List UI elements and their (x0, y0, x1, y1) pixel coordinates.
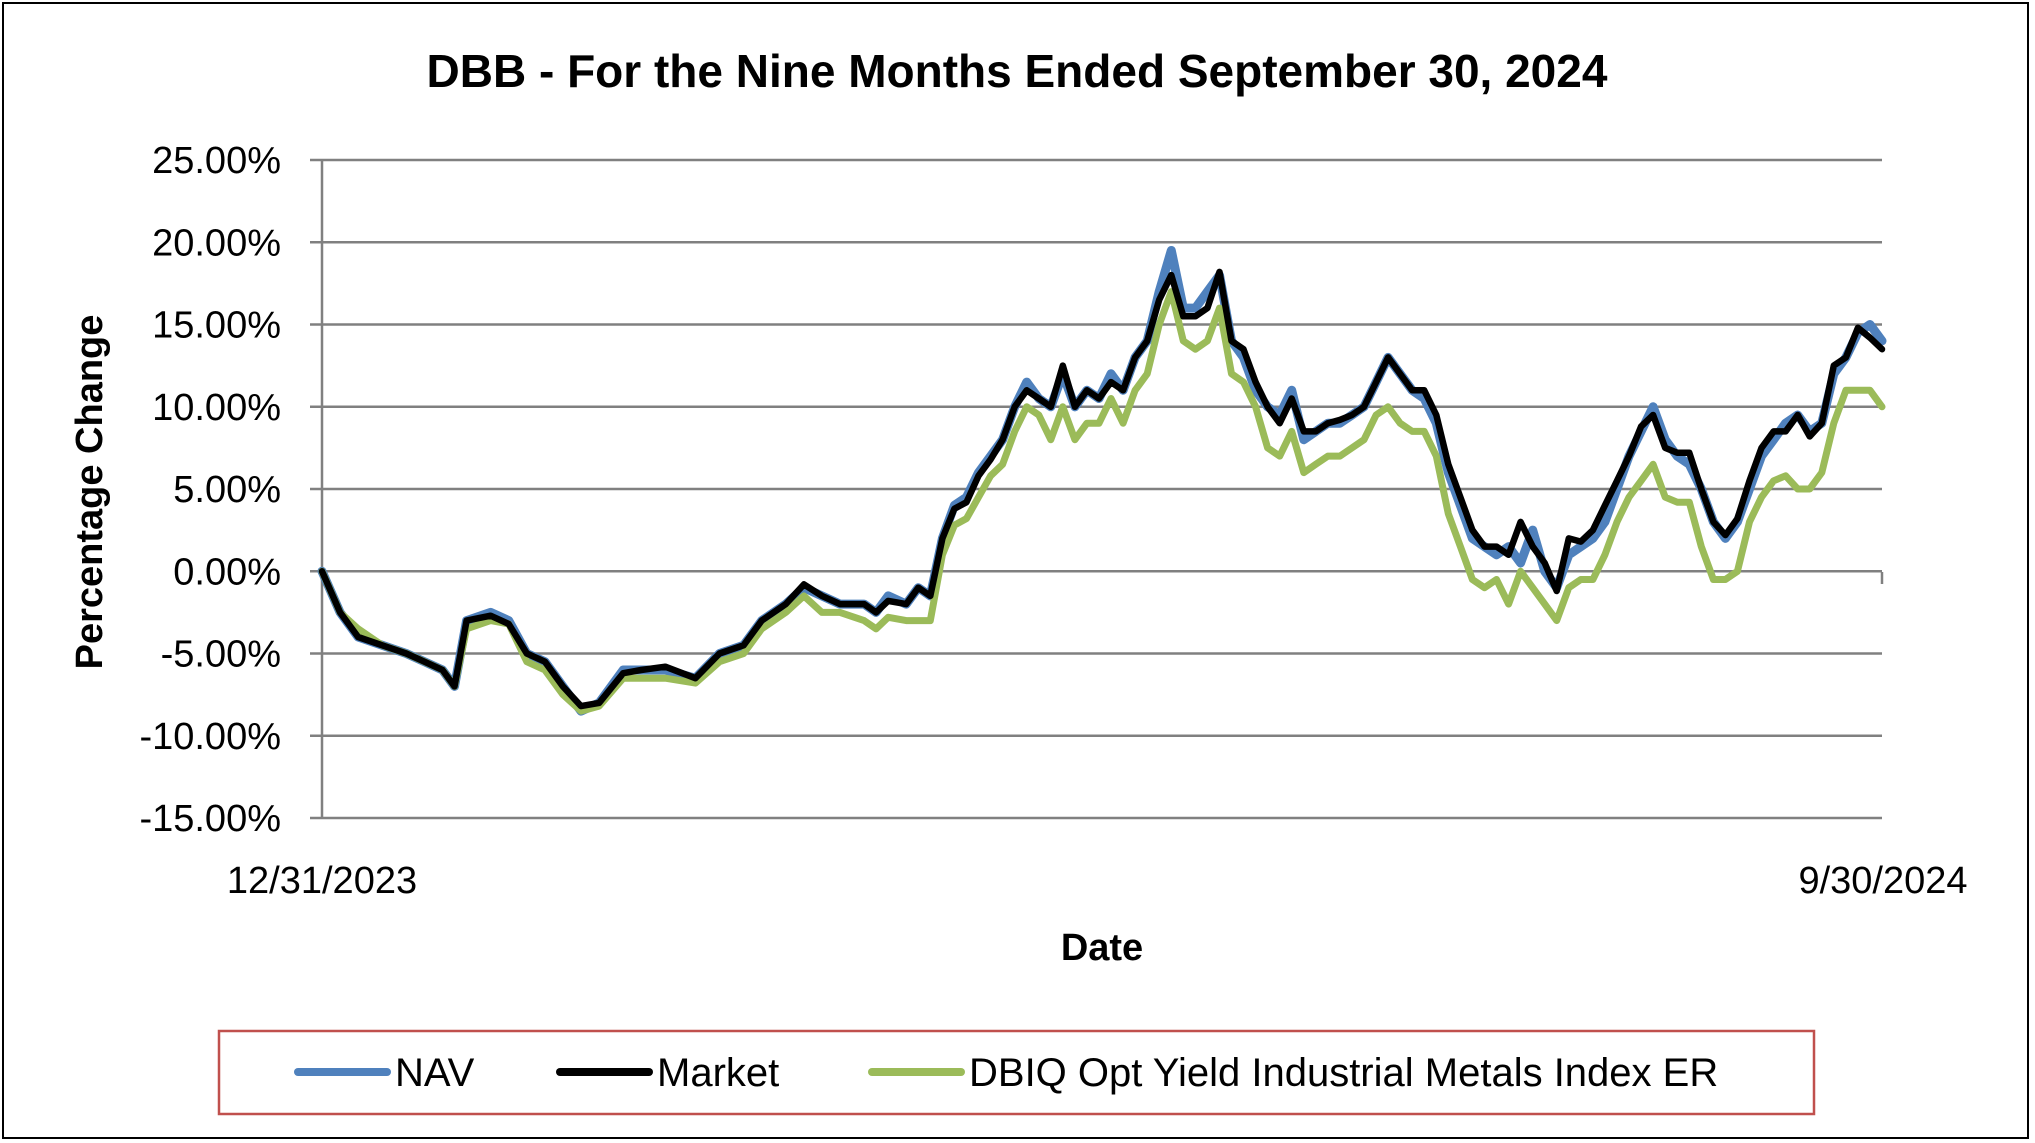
y-tick-label: 20.00% (152, 222, 281, 264)
x-tick-label-start: 12/31/2023 (227, 860, 417, 902)
series-lines (317, 246, 1887, 716)
series-index-line (318, 288, 1886, 715)
y-tick-label: 15.00% (152, 305, 281, 347)
y-tick-label: -5.00% (161, 634, 281, 676)
legend-label-index: DBIQ Opt Yield Industrial Metals Index E… (969, 1051, 1718, 1095)
legend-label-market: Market (657, 1051, 779, 1095)
gridlines (310, 158, 1882, 820)
legend: NAV Market DBIQ Opt Yield Industrial Met… (217, 1029, 1816, 1116)
y-axis-ticks: 25.00% 20.00% 15.00% 10.00% 5.00% 0.00% -5.00%… (139, 140, 281, 840)
series-nav-line (317, 246, 1887, 716)
legend-box (217, 1029, 1816, 1116)
y-tick-label: 25.00% (152, 140, 281, 182)
chart-title: DBB - For the Nine Months Ended Septembe… (427, 45, 1608, 97)
legend-label-nav: NAV (395, 1051, 475, 1095)
y-tick-label: -10.00% (139, 716, 281, 758)
y-tick-label: 5.00% (173, 469, 281, 511)
y-tick-label: 10.00% (152, 387, 281, 429)
x-axis-title: Date (1061, 927, 1143, 969)
series-market-line (318, 268, 1886, 710)
y-axis-title: Percentage Change (69, 315, 111, 670)
x-tick-label-end: 9/30/2024 (1798, 860, 1967, 902)
y-tick-label: -15.00% (139, 798, 281, 840)
y-tick-label: 0.00% (173, 551, 281, 593)
